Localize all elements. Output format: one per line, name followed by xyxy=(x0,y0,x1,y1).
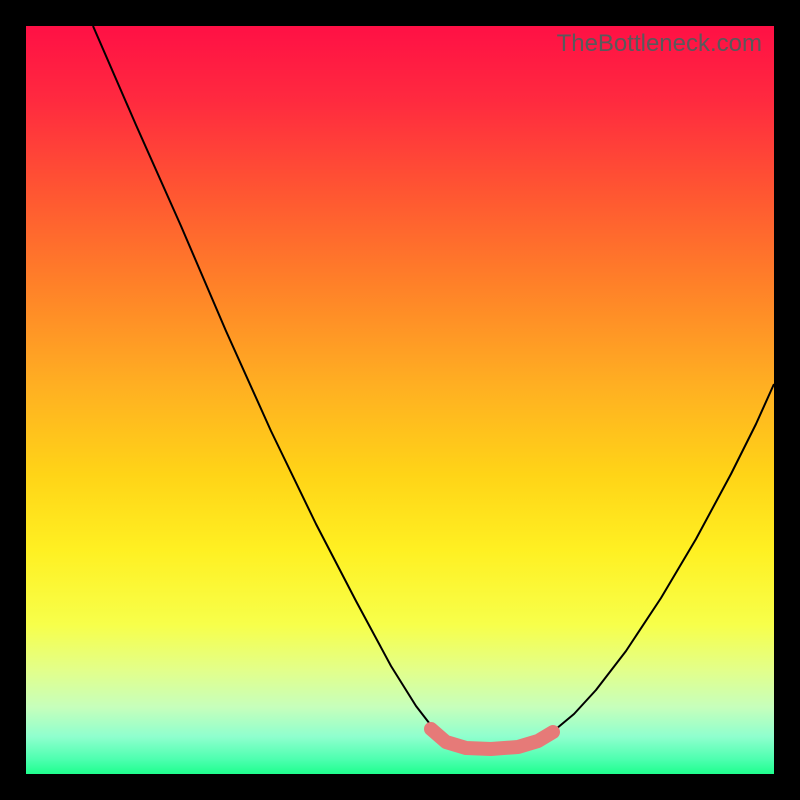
highlight-segment xyxy=(431,729,553,749)
chart-frame: TheBottleneck.com xyxy=(0,0,800,800)
bottleneck-curve xyxy=(93,26,774,747)
watermark-text: TheBottleneck.com xyxy=(557,30,762,58)
plot-area xyxy=(26,26,774,774)
chart-svg xyxy=(26,26,774,774)
